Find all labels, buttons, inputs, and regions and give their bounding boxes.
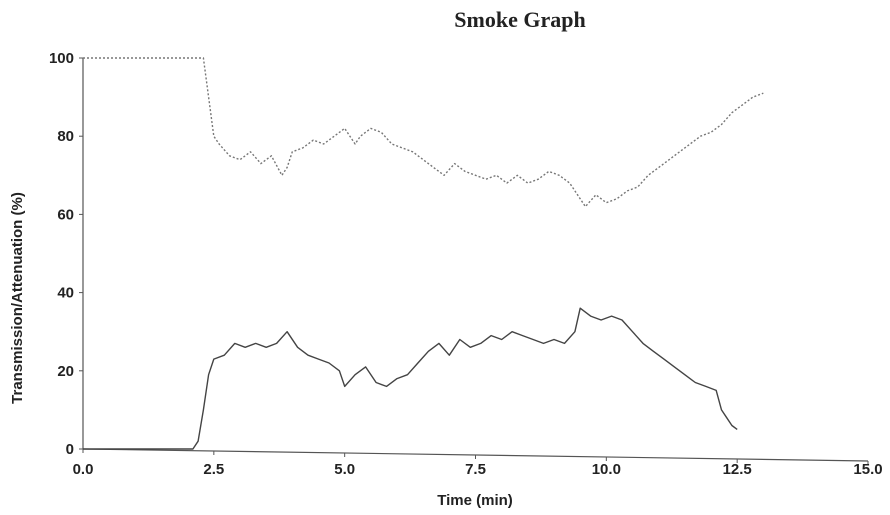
x-axis-label: Time (min) xyxy=(437,492,513,509)
y-axis-label: Transmission/Attenuation (%) xyxy=(9,192,26,404)
y-tick-label: 80 xyxy=(57,128,74,145)
chart-title: Smoke Graph xyxy=(454,7,585,32)
x-tick-label: 0.0 xyxy=(73,461,94,478)
y-tick-label: 60 xyxy=(57,206,74,223)
y-tick-label: 20 xyxy=(57,363,74,380)
x-tick-label: 10.0 xyxy=(592,461,621,478)
y-tick-label: 40 xyxy=(57,285,74,302)
series-group xyxy=(83,57,764,450)
x-tick-label: 7.5 xyxy=(465,461,486,478)
x-tick-label: 12.5 xyxy=(723,461,752,478)
x-tick-label: 2.5 xyxy=(203,461,224,478)
x-tick-label: 15.0 xyxy=(853,461,882,478)
axis-ticks: 0 20 40 60 80 100 0.0 2.5 5.0 7.5 10.0 12.5 15.0 xyxy=(49,50,883,478)
x-tick-label: 5.0 xyxy=(334,461,355,478)
y-tick-label: 100 xyxy=(49,50,74,67)
y-tick-label: 0 xyxy=(66,441,74,458)
transmission-series-line xyxy=(83,57,764,208)
plot-area: 0 20 40 60 80 100 0.0 2.5 5.0 7.5 10.0 12.5 15.0 xyxy=(49,50,883,478)
attenuation-series-line xyxy=(83,307,738,450)
